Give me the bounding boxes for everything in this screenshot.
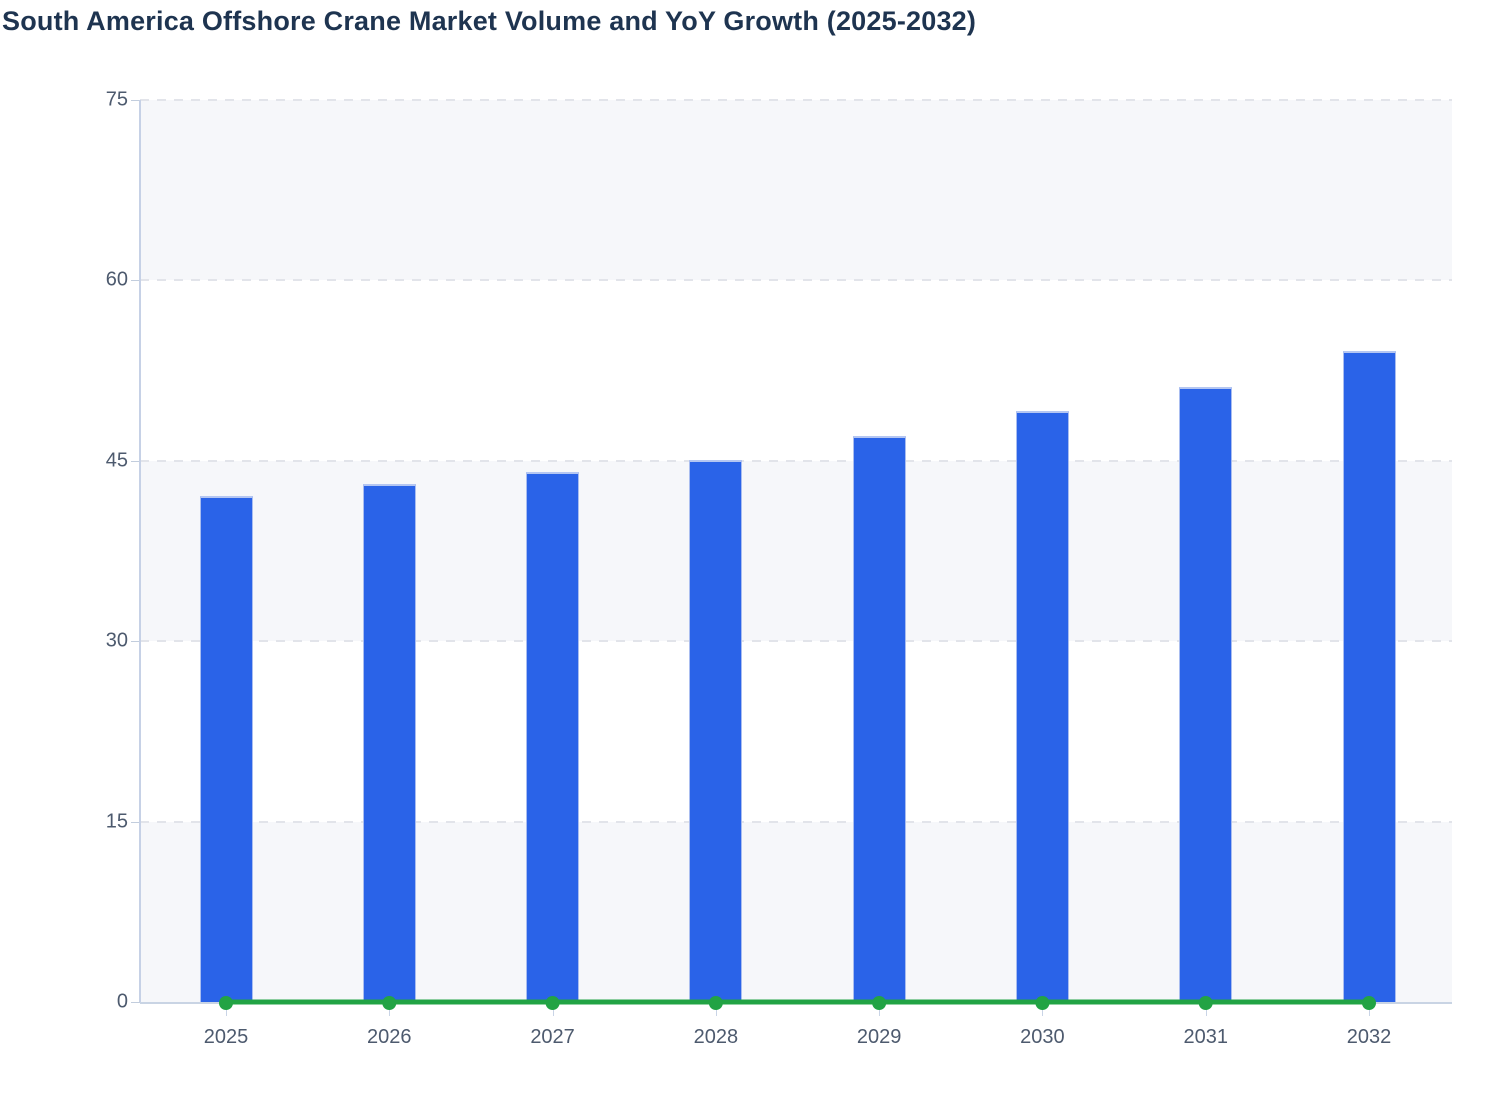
x-axis-label-2025: 2025 — [203, 1026, 249, 1048]
gridline-y-45 — [140, 459, 1452, 462]
chart-title: South America Offshore Crane Market Volu… — [2, 6, 977, 36]
y-axis-label-75: 75 — [105, 88, 128, 111]
yoy-growth-point-2032[interactable] — [1362, 996, 1376, 1010]
bar-2026[interactable] — [362, 483, 416, 1002]
bar-2029[interactable] — [852, 435, 906, 1002]
bar-2030[interactable] — [1015, 411, 1069, 1002]
x-axis-tick-2025 — [226, 1004, 227, 1016]
bar-2027[interactable] — [526, 471, 580, 1002]
x-axis-label-2028: 2028 — [693, 1026, 739, 1048]
bar-2031[interactable] — [1179, 387, 1233, 1002]
bar-2025[interactable] — [199, 495, 253, 1002]
x-axis-tick-2028 — [715, 1004, 717, 1016]
yoy-growth-point-2031[interactable] — [1198, 996, 1213, 1010]
x-axis-label-2026: 2026 — [367, 1026, 412, 1048]
gridline-y-60 — [140, 279, 1452, 282]
plot-band-60-75 — [140, 100, 1452, 281]
yoy-growth-point-2029[interactable] — [872, 996, 887, 1010]
yoy-growth-point-2025[interactable] — [219, 996, 233, 1010]
x-axis-tick-2029 — [879, 1004, 881, 1016]
y-axis-tick-60 — [131, 280, 140, 282]
y-axis-tick-15 — [131, 821, 140, 823]
x-axis-label-2027: 2027 — [530, 1026, 575, 1048]
x-axis-label-2032: 2032 — [1346, 1026, 1392, 1048]
yoy-growth-point-2030[interactable] — [1035, 996, 1050, 1010]
yoy-growth-point-2026[interactable] — [382, 996, 397, 1010]
x-axis-tick-2030 — [1042, 1004, 1044, 1016]
y-axis-label-60: 60 — [105, 268, 128, 291]
x-axis-label-2029: 2029 — [856, 1026, 902, 1048]
x-axis-tick-2031 — [1205, 1004, 1207, 1016]
y-axis-tick-30 — [131, 641, 140, 643]
x-axis-tick-2032 — [1369, 1004, 1370, 1016]
y-axis-label-30: 30 — [105, 629, 128, 652]
y-axis-tick-0 — [131, 1002, 140, 1003]
yoy-growth-point-2028[interactable] — [708, 996, 723, 1010]
yoy-growth-point-2027[interactable] — [545, 996, 560, 1010]
x-axis-label-2030: 2030 — [1020, 1026, 1065, 1048]
x-axis-label-2031: 2031 — [1183, 1026, 1228, 1048]
y-axis-tick-75 — [131, 100, 140, 101]
y-axis-label-0: 0 — [116, 990, 128, 1013]
gridline-y-30 — [140, 640, 1452, 643]
gridline-y-15 — [140, 820, 1452, 823]
y-axis-label-15: 15 — [105, 810, 128, 833]
gridline-y-75 — [140, 99, 1452, 101]
y-axis-line — [139, 100, 141, 1002]
plot-band-30-45 — [140, 460, 1452, 642]
x-axis-tick-2026 — [389, 1004, 391, 1016]
y-axis-label-45: 45 — [105, 449, 128, 472]
bar-2032[interactable] — [1342, 351, 1396, 1002]
y-axis-tick-45 — [131, 460, 140, 462]
bar-2028[interactable] — [689, 459, 743, 1002]
plot-band-0-15 — [140, 821, 1452, 1002]
x-axis-tick-2027 — [552, 1004, 554, 1016]
